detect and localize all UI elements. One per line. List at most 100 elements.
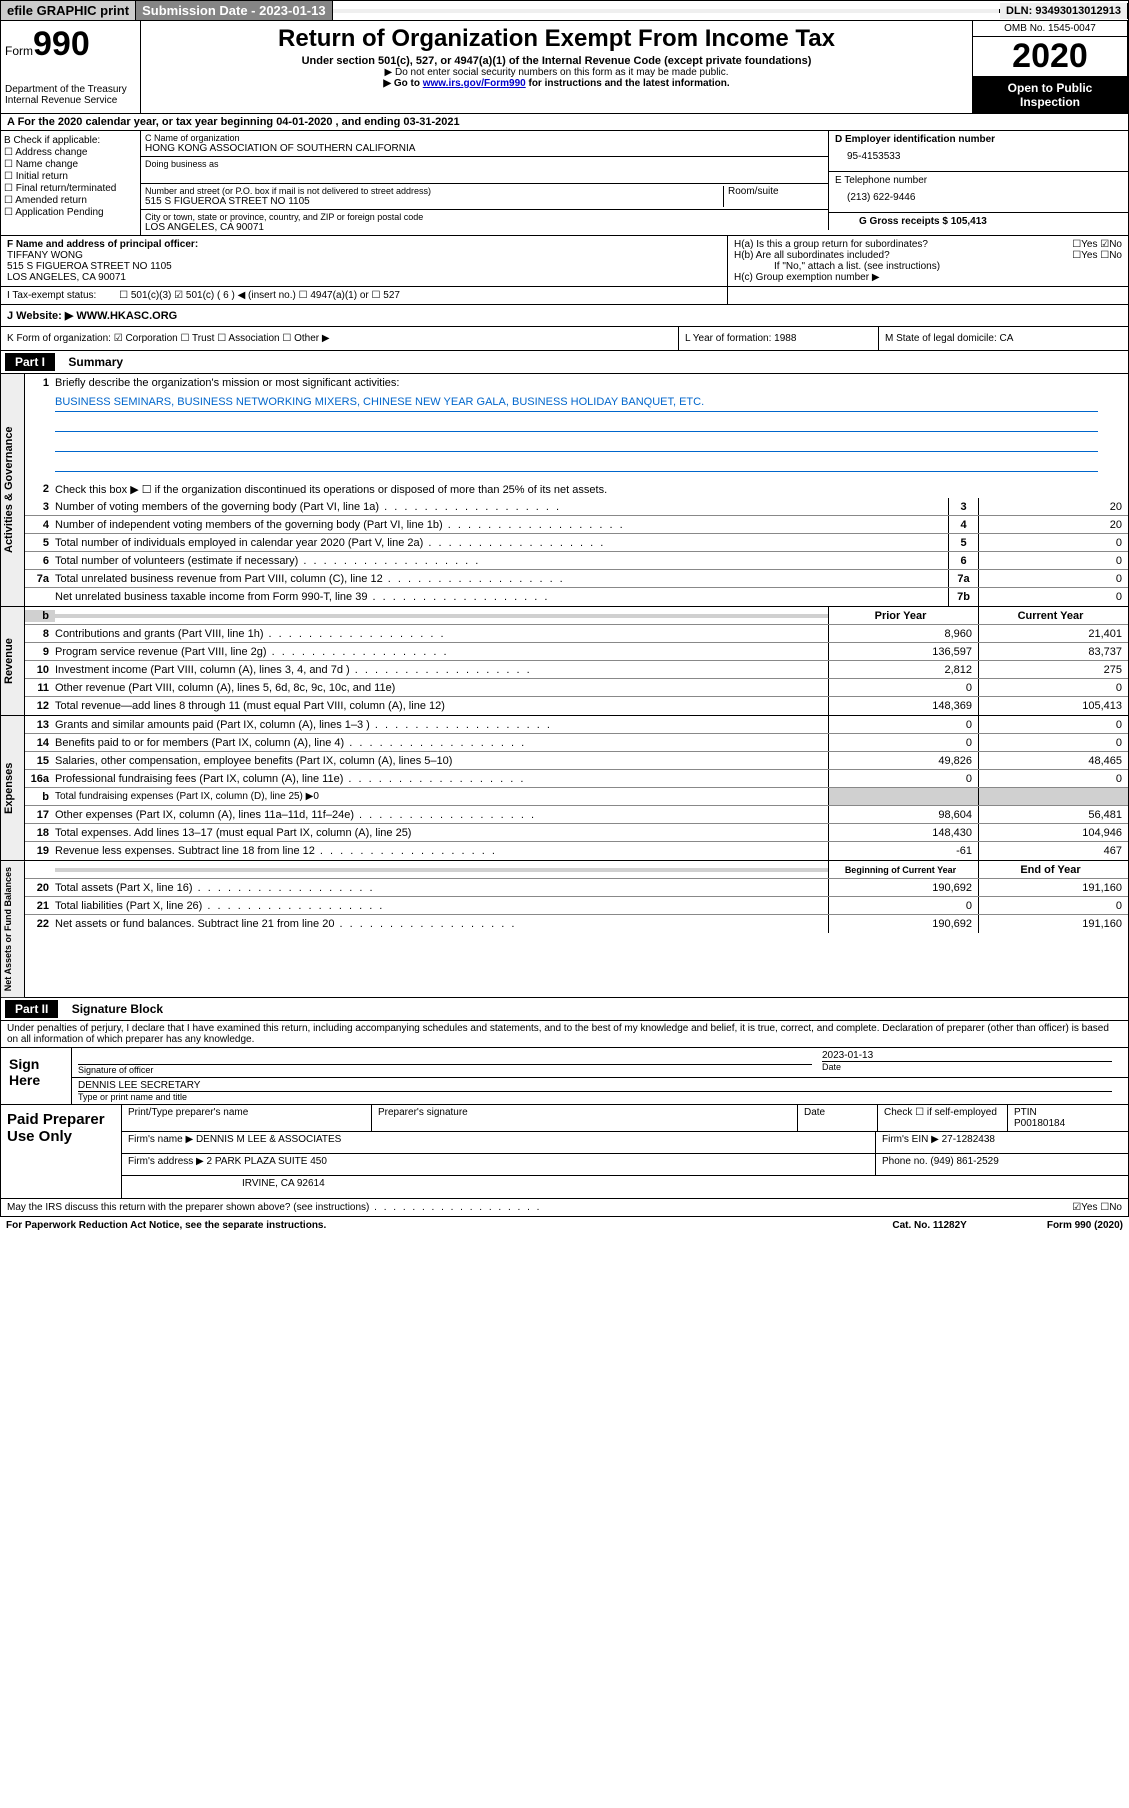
irs-link[interactable]: www.irs.gov/Form990 — [423, 78, 526, 89]
prep-self-emp[interactable]: Check ☐ if self-employed — [878, 1105, 1008, 1131]
d-ein-label: D Employer identification number — [835, 134, 995, 145]
l19-text: Revenue less expenses. Subtract line 18 … — [55, 843, 828, 859]
beg-year-hdr: Beginning of Current Year — [828, 861, 978, 878]
c-dba-label: Doing business as — [145, 159, 824, 169]
header-mid: Return of Organization Exempt From Incom… — [141, 21, 973, 113]
governance-body: 1Briefly describe the organization's mis… — [25, 374, 1128, 606]
header-right: OMB No. 1545-0047 2020 Open to Public In… — [973, 21, 1128, 113]
c-addr-label: Number and street (or P.O. box if mail i… — [145, 186, 723, 196]
l13c: 0 — [978, 716, 1128, 733]
l21-text: Total liabilities (Part X, line 26) — [55, 898, 828, 914]
efile-label[interactable]: efile GRAPHIC print — [1, 1, 136, 20]
l7a-val: 0 — [978, 570, 1128, 587]
l16ap: 0 — [828, 770, 978, 787]
end-year-hdr: End of Year — [978, 861, 1128, 878]
part2-header: Part II Signature Block — [0, 998, 1129, 1021]
c-name-val: HONG KONG ASSOCIATION OF SOUTHERN CALIFO… — [145, 143, 824, 154]
firm-ein: Firm's EIN ▶ 27-1282438 — [876, 1132, 1128, 1153]
b-name-change[interactable]: ☐ Name change — [4, 159, 137, 170]
e-phone: E Telephone number (213) 622-9446 — [828, 172, 1128, 213]
g-gross: G Gross receipts $ 105,413 — [828, 213, 1128, 230]
sig-officer-label: Signature of officer — [78, 1064, 812, 1075]
mission-text: BUSINESS SEMINARS, BUSINESS NETWORKING M… — [55, 396, 1098, 412]
b-final[interactable]: ☐ Final return/terminated — [4, 183, 137, 194]
l18p: 148,430 — [828, 824, 978, 841]
l12c: 105,413 — [978, 697, 1128, 715]
h-spacer — [728, 287, 1128, 304]
l10p: 2,812 — [828, 661, 978, 678]
sig-name-val: DENNIS LEE SECRETARY — [78, 1080, 1112, 1091]
l4-text: Number of independent voting members of … — [55, 517, 948, 533]
hb-yn[interactable]: ☐Yes ☐No — [1072, 250, 1122, 261]
l9c: 83,737 — [978, 643, 1128, 660]
h-note: If "No," attach a list. (see instruction… — [734, 261, 1122, 272]
l20-text: Total assets (Part X, line 16) — [55, 880, 828, 896]
part2-title: Signature Block — [72, 1002, 163, 1016]
d-ein-val: 95-4153533 — [835, 145, 1122, 168]
cat-no: Cat. No. 11282Y — [892, 1220, 966, 1231]
b-amended[interactable]: ☐ Amended return — [4, 195, 137, 206]
l7b-val: 0 — [978, 588, 1128, 606]
l1-text: Briefly describe the organization's miss… — [55, 375, 1128, 391]
l21b: 0 — [828, 897, 978, 914]
l21e: 0 — [978, 897, 1128, 914]
ij-row: I Tax-exempt status: ☐ 501(c)(3) ☑ 501(c… — [0, 287, 1129, 305]
l9p: 136,597 — [828, 643, 978, 660]
l22e: 191,160 — [978, 915, 1128, 933]
netassets-body: Beginning of Current YearEnd of Year 20T… — [25, 861, 1128, 997]
c-city-label: City or town, state or province, country… — [145, 212, 824, 222]
k-form-org[interactable]: K Form of organization: ☑ Corporation ☐ … — [1, 327, 678, 350]
prep-name-label: Print/Type preparer's name — [122, 1105, 372, 1131]
form-subtitle: Under section 501(c), 527, or 4947(a)(1)… — [145, 55, 968, 67]
ha-yn[interactable]: ☐Yes ☑No — [1072, 239, 1122, 250]
b-pending[interactable]: ☐ Application Pending — [4, 207, 137, 218]
tax-year: 2020 — [973, 37, 1127, 77]
curr-year-hdr: Current Year — [978, 607, 1128, 624]
i-label: I Tax-exempt status: — [7, 290, 96, 301]
part2-badge: Part II — [5, 1000, 58, 1018]
discuss-text: May the IRS discuss this return with the… — [7, 1202, 1072, 1213]
form-ref: Form 990 (2020) — [1047, 1220, 1123, 1231]
form-note2: ▶ Go to www.irs.gov/Form990 for instruct… — [145, 78, 968, 89]
l12-text: Total revenue—add lines 8 through 11 (mu… — [55, 698, 828, 714]
i-opts[interactable]: ☐ 501(c)(3) ☑ 501(c) ( 6 ) ◀ (insert no.… — [119, 290, 400, 301]
signature-block: Under penalties of perjury, I declare th… — [0, 1021, 1129, 1105]
c-name-label: C Name of organization — [145, 133, 824, 143]
fgh-row: F Name and address of principal officer:… — [0, 236, 1129, 287]
b-header: B Check if applicable: — [4, 135, 137, 146]
l19p: -61 — [828, 842, 978, 860]
l17p: 98,604 — [828, 806, 978, 823]
ptin-label: PTIN — [1014, 1107, 1122, 1118]
f-addr2: LOS ANGELES, CA 90071 — [7, 272, 721, 283]
discuss-yn[interactable]: ☑Yes ☐No — [1072, 1202, 1122, 1213]
c-addr-val: 515 S FIGUEROA STREET NO 1105 — [145, 196, 723, 207]
b-initial[interactable]: ☐ Initial return — [4, 171, 137, 182]
l22b: 190,692 — [828, 915, 978, 933]
form-note1: ▶ Do not enter social security numbers o… — [145, 67, 968, 78]
mission-block: BUSINESS SEMINARS, BUSINESS NETWORKING M… — [25, 392, 1128, 480]
ha-label: H(a) Is this a group return for subordin… — [734, 239, 1072, 250]
l20e: 191,160 — [978, 879, 1128, 896]
prep-date-label: Date — [798, 1105, 878, 1131]
l19c: 467 — [978, 842, 1128, 860]
b-addr-change[interactable]: ☐ Address change — [4, 147, 137, 158]
discuss-row: May the IRS discuss this return with the… — [0, 1199, 1129, 1217]
j-website[interactable]: J Website: ▶ WWW.HKASC.ORG — [0, 305, 1129, 327]
l2-text[interactable]: Check this box ▶ ☐ if the organization d… — [55, 481, 1128, 498]
prior-year-hdr: Prior Year — [828, 607, 978, 624]
firm-phone: Phone no. (949) 861-2529 — [876, 1154, 1128, 1175]
a-row: A For the 2020 calendar year, or tax yea… — [0, 114, 1129, 131]
header-row: Form990 Department of the Treasury Inter… — [0, 21, 1129, 114]
header-left: Form990 Department of the Treasury Inter… — [1, 21, 141, 113]
revenue-body: bPrior YearCurrent Year 8Contributions a… — [25, 607, 1128, 715]
l10-text: Investment income (Part VIII, column (A)… — [55, 662, 828, 678]
l4-val: 20 — [978, 516, 1128, 533]
l8c: 21,401 — [978, 625, 1128, 642]
l13p: 0 — [828, 716, 978, 733]
l6-text: Total number of volunteers (estimate if … — [55, 553, 948, 569]
l15c: 48,465 — [978, 752, 1128, 769]
e-phone-val: (213) 622-9446 — [835, 186, 1122, 209]
l17-text: Other expenses (Part IX, column (A), lin… — [55, 807, 828, 823]
form-title: Return of Organization Exempt From Incom… — [145, 25, 968, 53]
l18c: 104,946 — [978, 824, 1128, 841]
